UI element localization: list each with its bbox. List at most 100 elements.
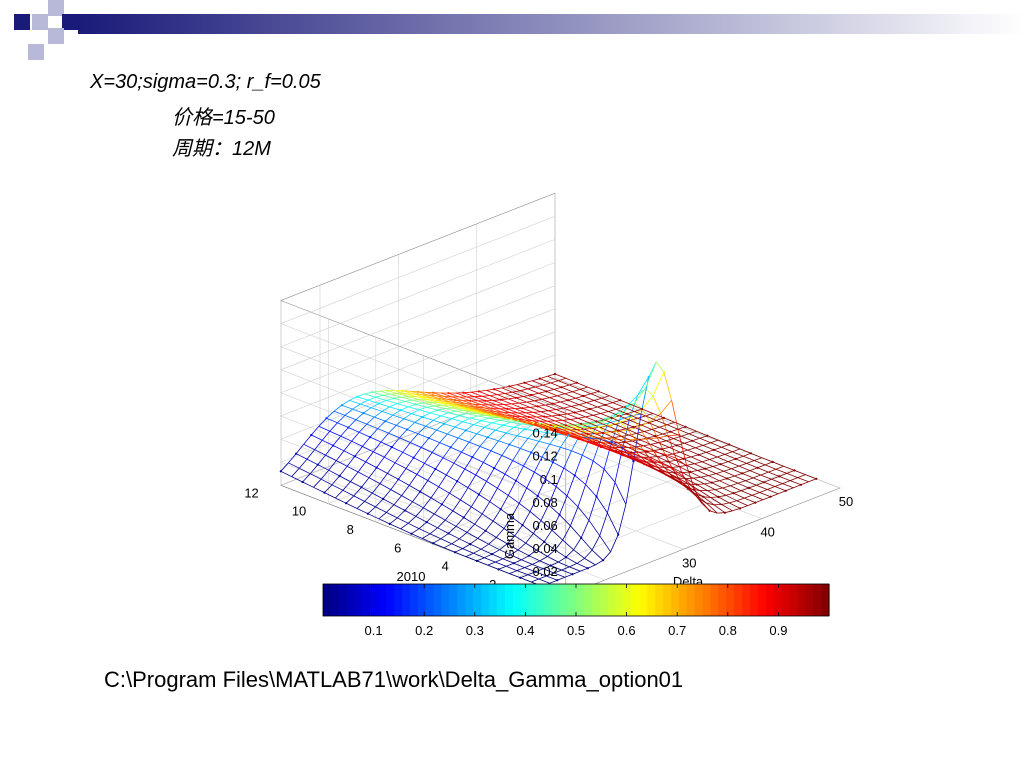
surface-point <box>423 396 426 399</box>
surface-mesh-line <box>656 420 668 426</box>
surface-mesh-line <box>572 389 581 393</box>
surface-mesh-line <box>355 419 367 425</box>
surface-mesh-line <box>510 554 522 561</box>
surface-mesh-line <box>509 570 518 574</box>
surface-mesh-line <box>521 555 530 561</box>
surface-mesh-line <box>509 384 517 387</box>
surface-mesh-line <box>569 429 581 435</box>
surface-mesh-line <box>695 447 707 453</box>
surface-mesh-line <box>598 438 610 444</box>
surface-mesh-line <box>436 395 448 400</box>
surface-mesh-line <box>484 407 496 412</box>
surface-mesh-line <box>488 543 500 551</box>
surface-point <box>665 473 668 476</box>
surface-mesh-line <box>771 478 783 484</box>
surface-mesh-line <box>502 554 511 560</box>
surface-point <box>419 490 422 493</box>
surface-mesh-line <box>710 497 722 505</box>
surface-mesh-line <box>459 415 471 419</box>
surface-point <box>279 470 282 473</box>
surface-mesh-line <box>432 392 445 397</box>
surface-point <box>684 425 687 428</box>
surface-mesh-line <box>680 451 692 458</box>
surface-point <box>793 469 796 472</box>
surface-point <box>506 407 509 410</box>
surface-mesh-line <box>607 512 619 535</box>
surface-mesh-line <box>404 401 416 405</box>
surface-point <box>695 483 698 486</box>
surface-mesh-line <box>570 419 582 425</box>
surface-mesh-line <box>333 404 343 412</box>
surface-mesh-line <box>470 543 482 550</box>
surface-mesh-line <box>676 442 685 446</box>
period-tick-label: 12 <box>244 485 258 500</box>
surface-mesh-line <box>722 487 734 494</box>
surface-mesh-line <box>575 397 587 403</box>
surface-point <box>338 474 341 477</box>
surface-mesh-line <box>571 450 583 456</box>
surface-mesh-line <box>572 433 584 439</box>
colorbar: 0.1 0.2 0.3 0.4 0.5 0.6 0.7 0.8 0.9 <box>322 583 830 638</box>
surface-mesh-line <box>403 413 412 420</box>
surface-mesh-line <box>526 487 538 497</box>
surface-mesh-line <box>384 456 396 464</box>
surface-mesh-line <box>606 437 618 444</box>
surface-mesh-line <box>775 468 788 474</box>
surface-mesh-line <box>450 437 459 448</box>
surface-mesh-line <box>426 405 435 408</box>
colorbar-swatch <box>599 584 609 616</box>
surface-mesh-line <box>377 420 386 429</box>
surface-point <box>651 461 655 464</box>
surface-mesh-line <box>613 438 625 441</box>
surface-mesh-line <box>668 460 676 462</box>
surface-mesh-line <box>398 478 410 486</box>
surface-mesh-line <box>565 377 577 384</box>
colorbar-swatch <box>323 584 332 616</box>
surface-mesh-line <box>390 489 402 496</box>
surface-mesh-line <box>523 396 535 402</box>
surface-mesh-line <box>726 475 735 479</box>
surface-mesh-line <box>648 465 660 472</box>
gamma-tick-label: 0.14 <box>532 426 557 441</box>
surface-point <box>377 402 380 405</box>
surface-mesh-line <box>632 447 641 457</box>
surface-mesh-line <box>380 441 392 448</box>
surface-mesh-line <box>491 422 503 426</box>
surface-point <box>493 467 496 470</box>
surface-point <box>425 521 428 524</box>
surface-mesh-line <box>340 427 349 437</box>
surface-mesh-line <box>538 578 550 584</box>
colorbar-swatch <box>821 584 830 616</box>
surface-point <box>564 424 568 427</box>
surface-mesh-line <box>468 405 481 410</box>
surface-point <box>538 377 541 380</box>
surface-mesh-line <box>414 422 426 427</box>
surface-mesh-line <box>512 448 521 461</box>
surface-mesh-line <box>576 558 585 564</box>
surface-mesh-line <box>498 565 507 570</box>
surface-point <box>445 402 448 405</box>
surface-mesh-line <box>666 424 679 430</box>
surface-mesh-line <box>696 484 708 491</box>
surface-mesh-line <box>451 396 463 401</box>
surface-mesh-line <box>601 397 613 403</box>
surface-mesh-line <box>564 432 576 438</box>
surface-mesh-line <box>565 556 578 564</box>
header-square <box>32 14 48 30</box>
surface-mesh-line <box>688 433 700 439</box>
surface-mesh-line <box>320 478 333 486</box>
surface-mesh-line <box>633 426 645 432</box>
surface-mesh-line <box>498 440 510 445</box>
surface-mesh-line <box>657 456 669 462</box>
surface-point <box>429 401 433 404</box>
surface-point <box>702 495 705 498</box>
surface-mesh-line <box>379 390 388 392</box>
surface-mesh-line <box>423 497 432 509</box>
surface-mesh-line <box>499 419 511 423</box>
surface-mesh-line <box>549 443 561 448</box>
surface-mesh-line <box>573 424 585 430</box>
surface-mesh-line <box>370 407 383 412</box>
surface-mesh-line <box>483 462 495 469</box>
surface-mesh-line <box>400 528 412 535</box>
surface-point <box>710 481 713 484</box>
